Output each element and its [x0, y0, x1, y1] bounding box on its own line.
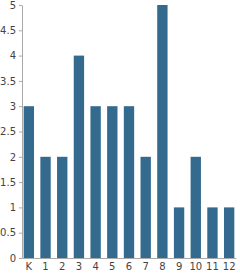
- bar: [224, 207, 234, 258]
- x-tick: 12: [223, 261, 236, 272]
- bar: [90, 106, 100, 258]
- bar: [191, 157, 201, 258]
- x-tick-label: 6: [126, 261, 132, 272]
- bar: [57, 157, 67, 258]
- y-tick-mark: [19, 81, 22, 82]
- x-tick-label: 4: [92, 261, 98, 272]
- bar: [207, 207, 217, 258]
- bars: [24, 5, 235, 258]
- x-tick-label: 11: [206, 261, 219, 272]
- x-tick: 7: [143, 261, 149, 272]
- y-tick-label: 1: [10, 202, 16, 213]
- y-tick-label: 2.5: [0, 126, 16, 137]
- y-tick-label: 4.5: [0, 25, 16, 36]
- y-tick-mark: [19, 258, 22, 259]
- y-tick: 0.5: [0, 227, 22, 238]
- y-tick-mark: [19, 157, 22, 158]
- x-tick-label: 1: [42, 261, 48, 272]
- y-axis: 0 0.5 1 1.5 2 2.5 3 3.5 4 4.5 5: [0, 0, 22, 264]
- x-tick-label: K: [26, 261, 33, 272]
- x-tick: 10: [189, 261, 202, 272]
- y-tick-label: 3.5: [0, 76, 16, 87]
- bar: [141, 157, 151, 258]
- y-tick-mark: [19, 132, 22, 133]
- plot: 00.511.522.533.544.55K123456789101112: [0, 0, 236, 272]
- x-tick-label: 3: [76, 261, 82, 272]
- bar: [124, 106, 134, 258]
- y-tick-mark: [19, 207, 22, 208]
- y-tick-label: 0: [10, 253, 16, 264]
- y-tick: 1: [10, 202, 22, 213]
- x-axis-line: [23, 258, 237, 259]
- x-tick: 1: [42, 261, 48, 272]
- x-tick: 6: [126, 261, 132, 272]
- y-axis-line: [22, 6, 23, 259]
- y-tick-label: 0.5: [0, 227, 16, 238]
- bar: [74, 56, 84, 258]
- y-tick-mark: [19, 182, 22, 183]
- x-tick: 9: [176, 261, 182, 272]
- x-tick-label: 8: [159, 261, 165, 272]
- y-tick-label: 3: [10, 101, 16, 112]
- bar: [157, 5, 167, 258]
- x-tick: 5: [109, 261, 115, 272]
- y-tick: 3: [10, 101, 22, 112]
- y-tick-mark: [19, 30, 22, 31]
- y-tick: 2.5: [0, 126, 22, 137]
- x-tick: 11: [206, 261, 219, 272]
- x-tick-label: 2: [59, 261, 65, 272]
- x-tick: 2: [59, 261, 65, 272]
- x-tick-label: 10: [189, 261, 202, 272]
- bar: [24, 106, 34, 258]
- x-tick: 3: [76, 261, 82, 272]
- chart: 00.511.522.533.544.55K123456789101112: [0, 0, 240, 277]
- y-tick-label: 1.5: [0, 177, 16, 188]
- y-tick-label: 2: [10, 152, 16, 163]
- x-tick: K: [26, 261, 33, 272]
- y-tick: 0: [10, 253, 22, 264]
- y-tick-mark: [19, 106, 22, 107]
- y-tick-label: 4: [10, 50, 16, 61]
- y-tick: 5: [10, 0, 22, 11]
- y-tick: 3.5: [0, 76, 22, 87]
- y-tick: 4: [10, 50, 22, 61]
- x-tick-label: 12: [223, 261, 236, 272]
- bar: [174, 207, 184, 258]
- x-tick: 8: [159, 261, 165, 272]
- y-tick-mark: [19, 233, 22, 234]
- y-tick: 4.5: [0, 25, 22, 36]
- y-tick-mark: [19, 5, 22, 6]
- x-tick-label: 5: [109, 261, 115, 272]
- x-axis: K123456789101112: [23, 259, 237, 273]
- y-tick: 2: [10, 152, 22, 163]
- x-tick-label: 9: [176, 261, 182, 272]
- y-tick-label: 5: [10, 0, 16, 11]
- y-tick: 1.5: [0, 177, 22, 188]
- y-tick-mark: [19, 56, 22, 57]
- bar: [107, 106, 117, 258]
- bar: [40, 157, 50, 258]
- x-tick: 4: [92, 261, 98, 272]
- x-tick-label: 7: [143, 261, 149, 272]
